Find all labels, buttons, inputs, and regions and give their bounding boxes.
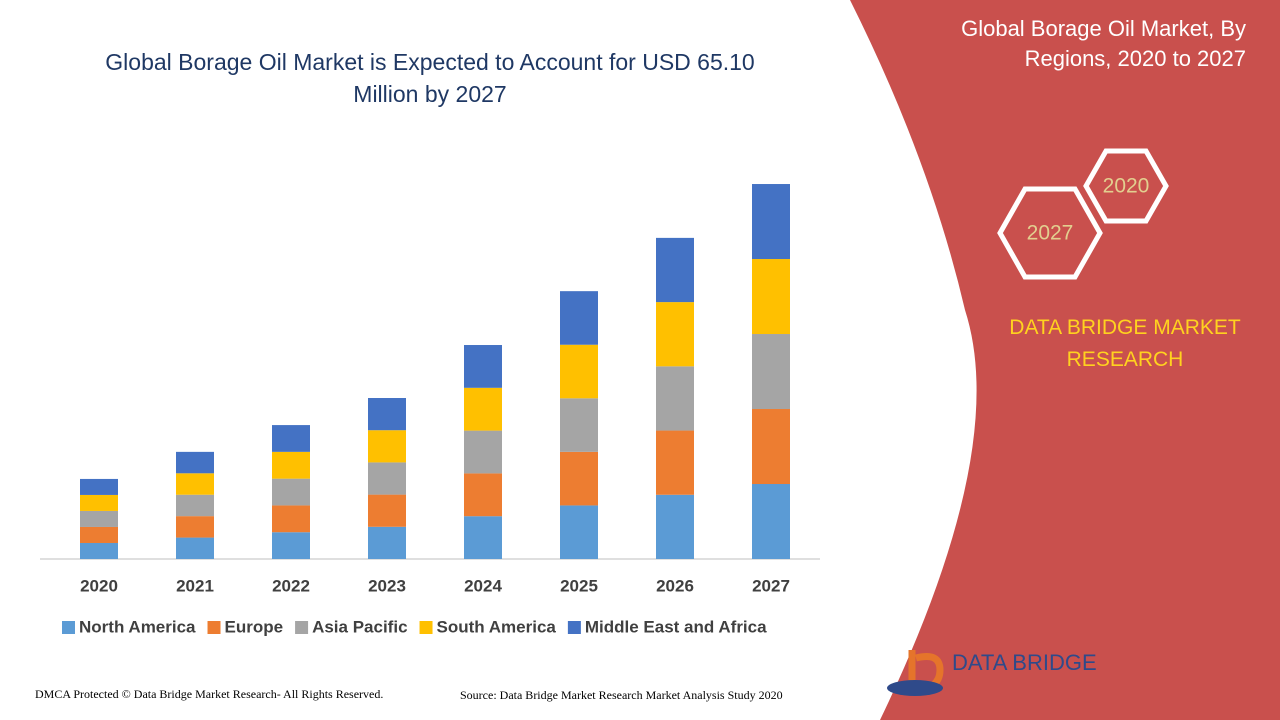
bar-segment	[176, 516, 214, 538]
legend-label: Middle East and Africa	[585, 617, 767, 636]
bar-segment	[560, 505, 598, 559]
bar-segment	[368, 494, 406, 527]
side-panel	[850, 0, 1280, 720]
hexagon	[1083, 148, 1169, 224]
bar-segment	[272, 478, 310, 506]
bar-segment	[752, 259, 790, 335]
bar-segment	[464, 345, 502, 388]
legend-swatch	[207, 621, 221, 634]
bar-segment	[272, 451, 310, 479]
bar-segment	[272, 505, 310, 533]
legend-swatch	[567, 621, 581, 634]
bar-segment	[80, 542, 118, 559]
bar-segment	[176, 494, 214, 517]
chart-title: Global Borage Oil Market is Expected to …	[105, 49, 755, 107]
brand: DATA BRIDGE MARKET RESEARCH	[1009, 316, 1241, 371]
bar-segment	[80, 494, 118, 511]
bar-segment	[752, 184, 790, 260]
legend-swatch	[419, 621, 433, 634]
bar-segment	[176, 451, 214, 474]
bar-segment	[368, 526, 406, 559]
bar-segment	[368, 398, 406, 431]
bar-segment	[464, 387, 502, 431]
x-tick-label: 2020	[80, 576, 118, 595]
bar-segment	[656, 430, 694, 495]
x-tick-label: 2027	[752, 576, 790, 595]
bar-segment	[80, 526, 118, 543]
bar-segment	[560, 344, 598, 399]
legend-label: South America	[437, 617, 557, 636]
bar-segment	[560, 398, 598, 452]
bar-segment	[272, 425, 310, 452]
legend-swatch	[62, 621, 75, 634]
bar-segment	[368, 430, 406, 463]
bar-segment	[752, 334, 790, 410]
badge-label: 2027	[1027, 222, 1074, 245]
bar-segment	[656, 237, 694, 303]
logo-swoosh	[887, 680, 943, 696]
bar-segment	[464, 473, 502, 517]
bar-segment	[80, 510, 118, 527]
x-tick-label: 2026	[656, 576, 694, 595]
copyright: DMCA Protected © Data Bridge Market Rese…	[35, 687, 384, 701]
bar-segment	[176, 537, 214, 559]
bar-segment	[80, 478, 118, 495]
x-tick-label: 2022	[272, 576, 310, 595]
legend-swatch	[295, 621, 309, 634]
bar-segment	[656, 302, 694, 367]
bar-segment	[656, 366, 694, 431]
legend-label: North America	[79, 617, 196, 636]
badge-label: 2020	[1103, 175, 1150, 198]
bar-segment	[752, 484, 790, 559]
bar-segment	[176, 473, 214, 495]
logo-text: DATA BRIDGE	[952, 650, 1097, 675]
x-tick-label: 2021	[176, 576, 214, 595]
x-tick-label: 2023	[368, 576, 406, 595]
x-tick-label: 2024	[464, 576, 502, 595]
legend-label: Asia Pacific	[312, 617, 407, 636]
bar-segment	[656, 494, 694, 559]
bar-segment	[464, 430, 502, 474]
bar-segment	[560, 451, 598, 506]
source: Source: Data Bridge Market Research Mark…	[460, 688, 783, 702]
bar-segment	[272, 532, 310, 559]
bar-segment	[752, 409, 790, 485]
bar-segment	[464, 516, 502, 559]
bar-segment	[560, 291, 598, 345]
hexagon	[997, 186, 1103, 280]
x-tick-label: 2025	[560, 576, 598, 595]
bar-segment	[368, 462, 406, 495]
panel-title: Global Borage Oil Market, By Regions, 20…	[961, 16, 1246, 71]
legend-label: Europe	[225, 617, 284, 636]
